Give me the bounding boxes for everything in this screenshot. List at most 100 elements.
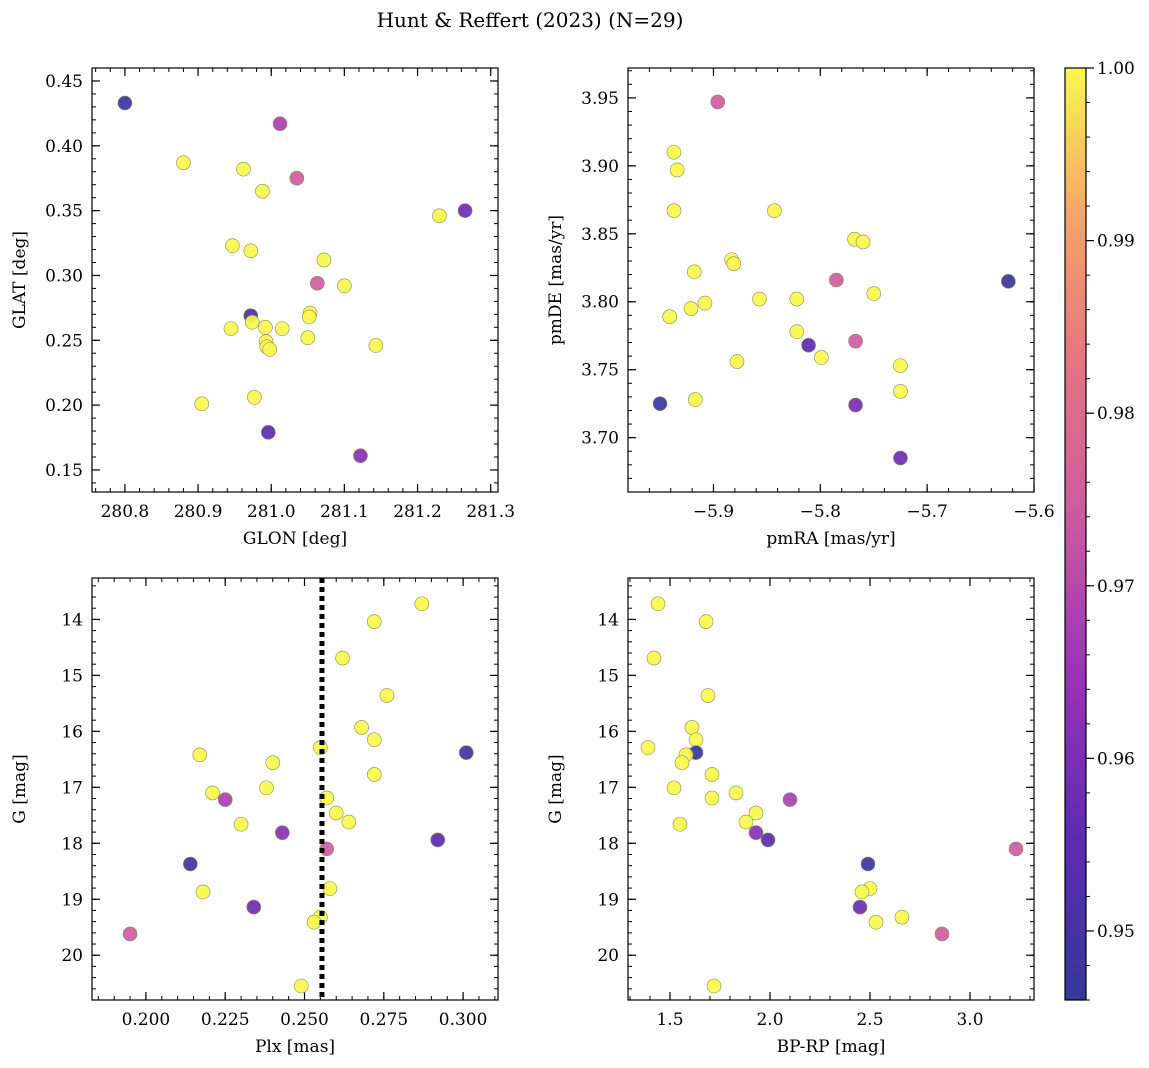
y-tick-label: 0.35: [45, 202, 83, 222]
scatter-point: [225, 238, 240, 253]
y-tick-label: 17: [61, 778, 83, 798]
x-tick-label: 3.0: [956, 1010, 983, 1030]
scatter-point: [1001, 274, 1016, 289]
x-axis-label: BP-RP [mag]: [777, 1037, 886, 1057]
x-tick-label: 281.3: [466, 502, 515, 522]
plot-frame: [91, 577, 499, 1001]
scatter-point: [697, 295, 713, 311]
scatter-point: [829, 272, 844, 288]
scatter-point: [640, 740, 656, 755]
colorbar-tick-label: 0.97: [1097, 577, 1135, 597]
x-axis-label: GLON [deg]: [243, 529, 347, 549]
scatter-points: [122, 596, 474, 994]
scatter-point: [316, 252, 332, 268]
scatter-point: [379, 688, 395, 703]
scatter-point: [706, 978, 722, 994]
colorbar-tick-label: 0.95: [1097, 922, 1135, 942]
scatter-point: [726, 256, 742, 271]
axis-ticks: [628, 578, 1034, 1001]
scatter-point: [194, 396, 210, 412]
scatter-point: [236, 161, 251, 177]
scatter-point: [674, 755, 690, 770]
scatter-point: [458, 745, 474, 760]
scatter-point: [262, 342, 278, 357]
scatter-point: [652, 396, 668, 411]
scatter-point: [260, 425, 276, 440]
scatter-point: [710, 94, 726, 110]
x-tick-label: −5.7: [907, 502, 948, 522]
y-tick-label: 18: [597, 834, 619, 854]
x-tick-label: −5.9: [693, 502, 734, 522]
scatter-point: [244, 314, 260, 330]
x-tick-label: −5.8: [800, 502, 841, 522]
axis-ticks: [92, 578, 498, 1001]
y-tick-label: 16: [61, 722, 83, 742]
x-tick-label: 280.8: [101, 502, 150, 522]
y-axis-label: G [mag]: [10, 754, 30, 823]
scatter-point: [662, 309, 677, 324]
scatter-point: [893, 384, 908, 399]
scatter-point: [852, 899, 868, 915]
scatter-point: [205, 785, 220, 801]
scatter-point: [306, 914, 322, 930]
plot-frame: [627, 577, 1035, 1001]
scatter-point: [934, 926, 950, 942]
colorbar-gradient: [1064, 67, 1087, 1001]
colorbar-tick-label: 0.96: [1097, 749, 1135, 769]
scatter-point: [868, 914, 884, 930]
scatter-point: [729, 354, 745, 369]
scatter-point: [698, 614, 714, 629]
scatter-point: [814, 350, 829, 365]
scatter-points: [640, 596, 1024, 994]
scatter-point: [432, 208, 447, 224]
scatter-points: [117, 95, 473, 463]
y-tick-label: 14: [597, 610, 619, 630]
y-axis-label: GLAT [deg]: [10, 231, 30, 329]
scatter-point: [646, 650, 662, 666]
x-tick-label: 2.0: [756, 1010, 783, 1030]
axis-ticks: [92, 67, 498, 492]
scatter-point: [748, 805, 764, 821]
scatter-point: [684, 720, 700, 735]
y-tick-label: 16: [597, 722, 619, 742]
y-tick-label: 0.20: [45, 396, 83, 416]
scatter-point: [275, 825, 290, 840]
scatter-point: [752, 291, 767, 307]
y-tick-label: 3.95: [581, 89, 619, 109]
x-tick-label: −5.6: [1013, 502, 1054, 522]
scatter-point: [738, 814, 754, 830]
x-tick-label: 0.300: [439, 1010, 488, 1030]
y-axis-label: G [mag]: [546, 754, 566, 823]
scatter-point: [688, 732, 704, 748]
scatter-point: [767, 203, 782, 218]
y-tick-label: 18: [61, 834, 83, 854]
y-tick-label: 3.90: [581, 157, 619, 177]
scatter-point: [650, 596, 666, 612]
scatter-point: [666, 203, 682, 218]
scatter-point: [866, 286, 882, 301]
scatter-point: [259, 780, 274, 796]
scatter-point: [368, 338, 384, 353]
scatter-point: [669, 162, 685, 178]
y-tick-label: 0.45: [45, 72, 83, 92]
x-tick-label: 281.2: [393, 502, 442, 522]
scatter-point: [782, 792, 798, 807]
scatter-panel-3: 0.200 0.225 0.250 0.275 0.300 14 15 16 17 18 19 20 P…: [10, 577, 499, 1057]
y-tick-label: 20: [61, 946, 83, 966]
scatter-point: [233, 816, 249, 832]
colorbar-tick-label: 0.99: [1097, 232, 1135, 252]
scatter-point: [176, 155, 191, 170]
scatter-point: [893, 450, 908, 466]
y-tick-label: 0.40: [45, 137, 83, 157]
scatter-point: [341, 814, 357, 830]
scatter-point: [666, 780, 682, 796]
y-tick-label: 3.75: [581, 361, 619, 381]
scatter-point: [430, 832, 446, 848]
scatter-point: [789, 291, 805, 307]
scatter-point: [335, 650, 350, 666]
scatter-point: [760, 832, 776, 848]
scatter-point: [854, 884, 870, 900]
scatter-point: [289, 170, 305, 186]
y-tick-label: 19: [61, 890, 83, 910]
